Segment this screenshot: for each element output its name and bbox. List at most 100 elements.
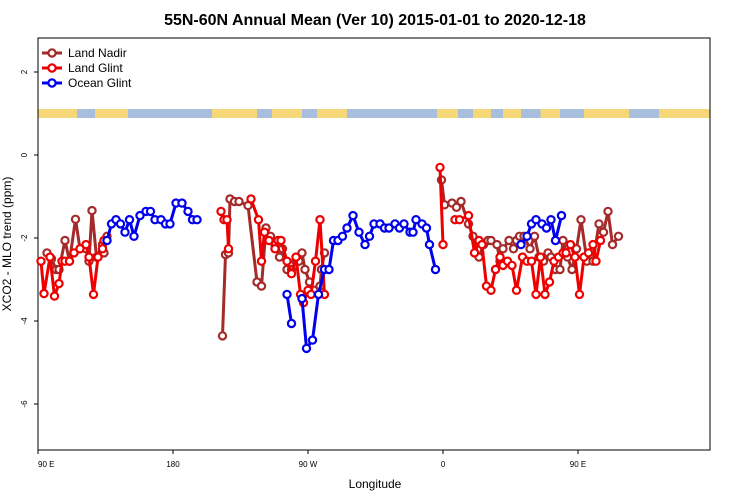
data-point (310, 256, 321, 266)
series-land-nadir (42, 175, 624, 341)
data-point (583, 248, 594, 258)
series-ocean-glint (102, 198, 567, 354)
chart-title: 55N-60N Annual Mean (Ver 10) 2015-01-01 … (164, 12, 586, 29)
data-point (531, 214, 541, 225)
legend-item: Land Nadir (42, 46, 127, 60)
data-point (354, 227, 364, 237)
data-point (64, 256, 75, 266)
data-point (421, 223, 432, 233)
data-point (120, 227, 130, 237)
legend-item: Ocean Glint (42, 76, 132, 90)
band-segment-ocean (521, 109, 541, 118)
data-point (555, 264, 565, 275)
data-point (486, 285, 496, 295)
legend-label: Land Nadir (68, 46, 127, 60)
data-point (102, 235, 112, 246)
data-point (286, 269, 297, 279)
data-point (234, 196, 244, 207)
x-tick-label: 90 E (570, 460, 586, 469)
data-point (477, 239, 487, 250)
data-point (541, 223, 552, 233)
data-point (456, 196, 466, 207)
x-axis: 90 E 180 90 W 0 90 E (37, 450, 586, 469)
data-point (430, 264, 441, 275)
data-point (544, 277, 555, 287)
data-point (576, 214, 586, 225)
data-point (424, 239, 435, 250)
legend-swatch-marker (47, 78, 57, 88)
data-point (115, 219, 126, 229)
data-point (70, 214, 81, 224)
legend-swatch-marker (47, 63, 57, 73)
data-point (535, 252, 546, 262)
data-point (490, 264, 501, 275)
band-segment-land (540, 109, 560, 118)
data-point (384, 223, 394, 233)
band-segment-ocean (347, 109, 437, 118)
data-point (256, 256, 267, 266)
data-point (469, 248, 480, 258)
data-point (36, 256, 46, 266)
data-point (595, 235, 606, 246)
series-line (285, 294, 293, 324)
legend-item: Land Glint (42, 61, 123, 75)
data-point (411, 214, 421, 225)
band-segment-ocean (257, 109, 272, 118)
data-point (39, 288, 49, 299)
data-point (246, 194, 256, 204)
y-axis: 2 0 -2 -4 -6 (20, 69, 38, 408)
data-point (145, 206, 156, 217)
data-point (498, 244, 508, 254)
data-point (511, 285, 522, 295)
data-point (558, 235, 568, 246)
data-point (454, 214, 465, 225)
data-point (291, 252, 301, 262)
data-point (297, 293, 307, 304)
data-point (504, 235, 514, 246)
data-point (588, 239, 598, 250)
data-point (546, 214, 556, 225)
data-point (570, 252, 580, 262)
data-point (525, 244, 535, 254)
data-point (69, 248, 79, 258)
data-point (270, 244, 280, 254)
data-point (301, 343, 312, 354)
data-point (282, 256, 292, 266)
band-segment-ocean (77, 109, 95, 118)
y-tick-label: -4 (20, 317, 29, 325)
data-point (97, 244, 108, 254)
data-point (360, 239, 370, 250)
data-point (88, 289, 99, 300)
series-line (39, 240, 106, 298)
data-point (45, 252, 55, 262)
y-tick-label: -2 (20, 234, 29, 242)
y-tick-label: 0 (20, 152, 29, 157)
data-point (286, 318, 297, 329)
band-segment-ocean (560, 109, 584, 118)
plot-frame (37, 37, 711, 451)
data-point (463, 210, 474, 221)
data-point (93, 252, 103, 262)
data-point (135, 210, 145, 221)
data-point (216, 206, 226, 217)
band-segment-land (473, 109, 491, 118)
data-point (253, 214, 264, 225)
data-point (529, 231, 540, 241)
band-segment-ocean (491, 109, 503, 118)
data-point (565, 239, 576, 250)
data-point (603, 206, 613, 217)
plot-area (36, 162, 624, 354)
data-point (60, 235, 70, 246)
band-segment-ocean (629, 109, 659, 118)
data-point (297, 248, 307, 258)
data-point (556, 210, 567, 221)
data-point (276, 235, 286, 246)
band-segment-ocean (128, 109, 212, 118)
x-tick-label: 90 W (299, 460, 318, 469)
data-point (54, 278, 64, 289)
data-point (315, 214, 325, 225)
band-segment-land (95, 109, 128, 118)
band-segment-ocean (458, 109, 473, 118)
